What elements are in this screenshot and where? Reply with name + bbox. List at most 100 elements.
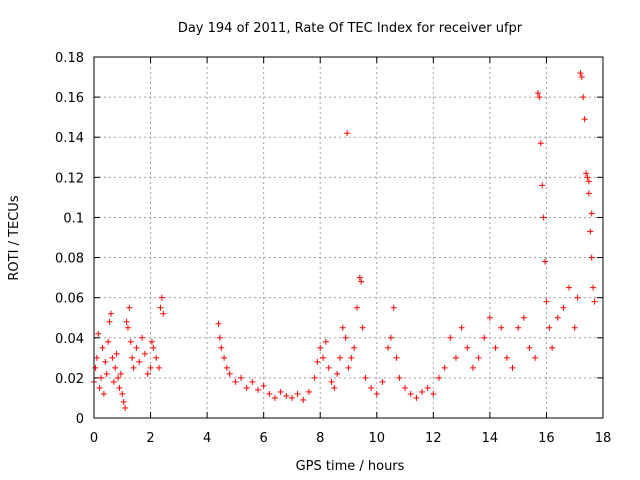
data-point xyxy=(413,394,420,401)
data-point xyxy=(98,374,105,381)
data-point xyxy=(498,324,505,331)
data-point xyxy=(385,344,392,351)
data-point xyxy=(441,364,448,371)
data-point xyxy=(407,390,414,397)
data-point xyxy=(124,324,131,331)
data-point xyxy=(216,334,223,341)
data-point xyxy=(534,90,541,97)
data-point xyxy=(294,390,301,397)
data-point xyxy=(129,354,136,361)
x-tick-label: 6 xyxy=(260,431,268,446)
data-point xyxy=(362,374,369,381)
data-point xyxy=(542,258,549,265)
data-point xyxy=(337,354,344,361)
data-point xyxy=(260,382,267,389)
data-point xyxy=(396,374,403,381)
data-point xyxy=(127,338,134,345)
y-tick-label: 0.18 xyxy=(55,51,84,66)
data-point xyxy=(390,304,397,311)
data-point xyxy=(546,324,553,331)
data-point xyxy=(139,334,146,341)
data-point xyxy=(532,354,539,361)
data-point xyxy=(571,324,578,331)
data-point xyxy=(331,384,338,391)
data-point xyxy=(486,314,493,321)
data-point xyxy=(585,190,592,197)
axis-ticks: 0 2 4 6 8 10 12 14 16 18 0 0.02 0.04 0.06 0.08 0.1 0.12 0… xyxy=(55,51,611,446)
y-axis-label: ROTI / TECUs xyxy=(7,195,22,280)
data-point xyxy=(249,378,256,385)
data-point xyxy=(93,354,100,361)
data-point xyxy=(580,94,587,101)
data-point xyxy=(581,116,588,123)
data-point xyxy=(144,370,151,377)
data-point xyxy=(160,310,167,317)
data-point xyxy=(92,364,99,371)
data-point xyxy=(475,354,482,361)
data-point xyxy=(590,284,597,291)
x-tick-label: 2 xyxy=(146,431,154,446)
data-point xyxy=(243,384,250,391)
data-point xyxy=(107,310,114,317)
data-point xyxy=(148,338,155,345)
data-point xyxy=(373,390,380,397)
data-point xyxy=(537,140,544,147)
data-point xyxy=(458,324,465,331)
data-point xyxy=(232,378,239,385)
y-tick-label: 0.04 xyxy=(55,332,84,347)
data-point xyxy=(120,398,127,405)
data-point xyxy=(130,364,137,371)
data-point xyxy=(566,284,573,291)
data-points xyxy=(91,70,598,411)
data-point xyxy=(141,350,148,357)
data-point xyxy=(539,182,546,189)
data-point xyxy=(156,364,163,371)
data-point xyxy=(115,374,122,381)
data-point xyxy=(320,354,327,361)
y-tick-label: 0.12 xyxy=(55,171,84,186)
data-point xyxy=(95,330,102,337)
data-point xyxy=(238,374,245,381)
data-point xyxy=(117,370,124,377)
data-point xyxy=(356,274,363,281)
data-point xyxy=(435,374,442,381)
data-point xyxy=(277,388,284,395)
data-point xyxy=(560,304,567,311)
data-point xyxy=(119,390,126,397)
data-point xyxy=(379,378,386,385)
data-point xyxy=(103,370,110,377)
data-point xyxy=(283,392,290,399)
data-point xyxy=(419,388,426,395)
x-axis-label: GPS time / hours xyxy=(296,459,405,474)
data-point xyxy=(526,344,533,351)
data-point xyxy=(585,178,592,185)
y-tick-label: 0.16 xyxy=(55,91,84,106)
data-point xyxy=(328,378,335,385)
data-point xyxy=(358,278,365,285)
data-point xyxy=(226,370,233,377)
data-point xyxy=(447,334,454,341)
data-point xyxy=(126,304,133,311)
data-point xyxy=(123,318,130,325)
data-point xyxy=(464,344,471,351)
data-point xyxy=(339,324,346,331)
data-point xyxy=(311,374,318,381)
data-point xyxy=(122,404,129,411)
data-point xyxy=(266,390,273,397)
data-point xyxy=(116,384,123,391)
data-point xyxy=(113,350,120,357)
data-point xyxy=(549,344,556,351)
data-point xyxy=(387,334,394,341)
data-point xyxy=(322,338,329,345)
y-tick-label: 0.14 xyxy=(55,131,84,146)
data-point xyxy=(153,354,160,361)
data-point xyxy=(481,334,488,341)
data-point xyxy=(492,344,499,351)
data-point xyxy=(430,390,437,397)
data-point xyxy=(105,338,112,345)
data-point xyxy=(150,344,157,351)
data-point xyxy=(536,94,543,101)
data-point xyxy=(99,344,106,351)
data-point xyxy=(348,354,355,361)
